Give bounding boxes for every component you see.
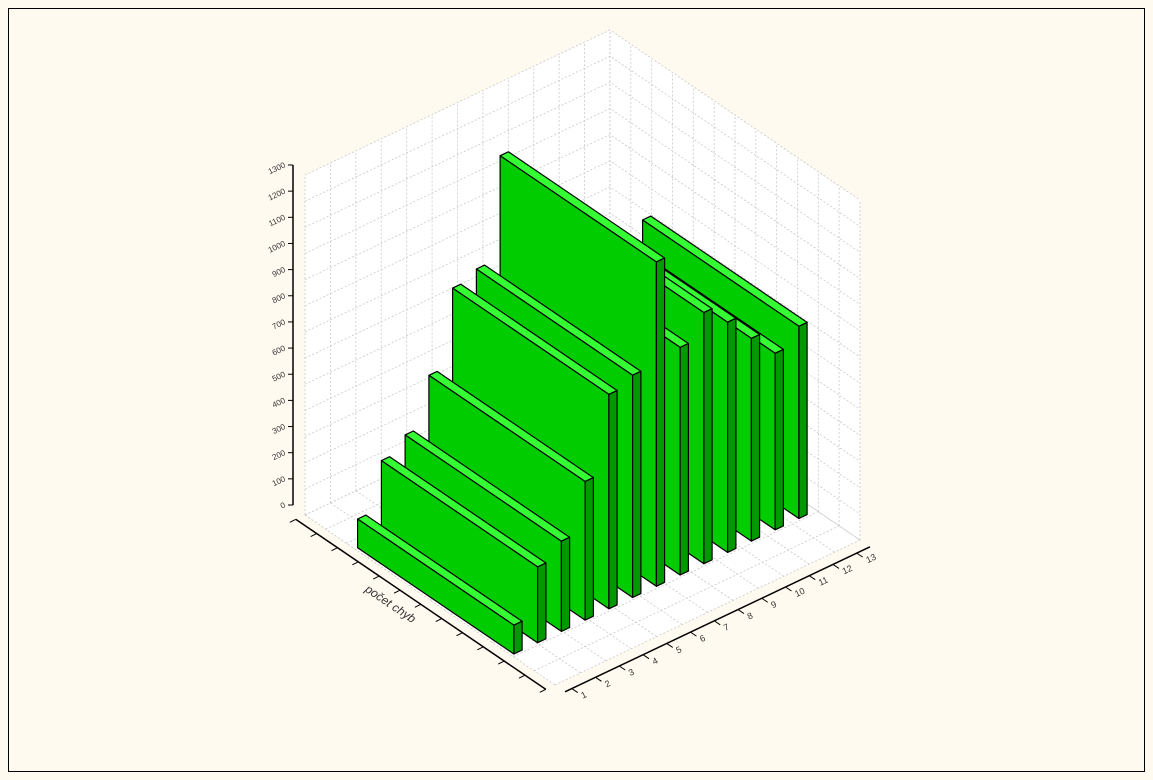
bar-end bbox=[726, 317, 737, 554]
category-tick bbox=[618, 665, 626, 671]
category-label: 4 bbox=[651, 656, 660, 667]
category-label: 2 bbox=[603, 678, 612, 689]
x-tick bbox=[518, 674, 526, 679]
floor-grid bbox=[533, 525, 840, 672]
bar bbox=[380, 456, 547, 644]
category-tick bbox=[761, 597, 769, 603]
bar-end bbox=[679, 342, 690, 576]
bar-end bbox=[703, 308, 713, 565]
bar-end bbox=[750, 333, 761, 542]
x-tick bbox=[435, 618, 442, 622]
category-tick bbox=[642, 654, 650, 660]
bar-end bbox=[631, 370, 642, 599]
category-label: 13 bbox=[864, 552, 877, 565]
x-tick bbox=[289, 518, 297, 523]
bar-end bbox=[798, 321, 808, 520]
category-tick bbox=[713, 620, 721, 626]
bar bbox=[357, 514, 523, 655]
category-tick bbox=[571, 688, 579, 694]
category-label: 8 bbox=[746, 610, 755, 621]
category-tick bbox=[856, 552, 864, 558]
category-axis bbox=[564, 546, 871, 693]
x-tick bbox=[331, 547, 338, 552]
category-label: 1 bbox=[579, 689, 588, 700]
x-tick bbox=[393, 589, 401, 594]
x-tick bbox=[539, 688, 547, 693]
bar-end bbox=[608, 389, 618, 610]
category-label: 3 bbox=[627, 667, 636, 678]
category-label: 7 bbox=[722, 622, 731, 633]
bar-end bbox=[536, 562, 547, 644]
category-label: 10 bbox=[793, 586, 806, 599]
x-tick bbox=[456, 632, 463, 637]
category-tick bbox=[808, 575, 816, 581]
bar-end bbox=[584, 477, 595, 621]
grid-line bbox=[304, 134, 861, 305]
x-tick bbox=[477, 646, 484, 651]
x-tick bbox=[372, 575, 380, 580]
category-tick bbox=[666, 643, 674, 648]
grid-line bbox=[304, 29, 861, 201]
grid-line bbox=[304, 81, 861, 253]
category-label: 9 bbox=[769, 599, 778, 610]
category-tick bbox=[737, 609, 745, 614]
bar-end bbox=[560, 536, 571, 633]
x-tick bbox=[352, 561, 359, 566]
floor-grid bbox=[554, 539, 861, 686]
z-tick-label: 0 bbox=[279, 500, 287, 510]
category-label: 5 bbox=[674, 644, 683, 655]
category-label: 12 bbox=[841, 563, 854, 576]
bar-end bbox=[774, 348, 785, 531]
category-label: 11 bbox=[817, 575, 830, 588]
x-tick bbox=[497, 660, 505, 665]
bar-end bbox=[513, 620, 523, 655]
floor-grid bbox=[513, 511, 819, 658]
category-tick bbox=[690, 631, 697, 637]
x-tick bbox=[310, 533, 317, 537]
category-label: 6 bbox=[698, 633, 707, 644]
category-tick bbox=[785, 586, 792, 592]
bar-end bbox=[655, 257, 666, 587]
category-tick bbox=[595, 676, 602, 682]
category-tick bbox=[832, 563, 840, 569]
grid-line bbox=[304, 186, 861, 358]
x-tick bbox=[414, 603, 422, 608]
